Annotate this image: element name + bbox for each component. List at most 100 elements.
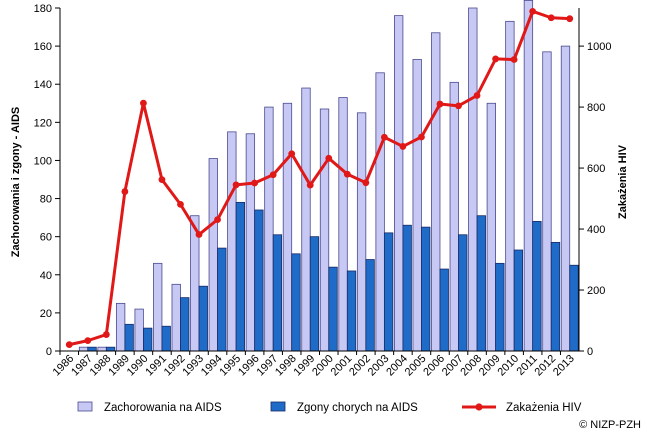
line-layer (65, 7, 574, 348)
bar-zgony-1998 (291, 253, 301, 352)
bar-zgony-1990 (143, 327, 153, 352)
point-zakazenia-1988 (102, 331, 110, 338)
bar-zachorowania-2000 (319, 108, 330, 352)
bar-zgony-1989 (124, 323, 134, 352)
bar-zachorowania-1999 (301, 87, 311, 352)
point-zakazenia-1989 (121, 188, 129, 195)
y-axis-label-left: Zachorowania i zgony - AIDS (10, 107, 22, 258)
point-zakazenia-2001 (343, 170, 351, 178)
point-zakazenia-1994 (214, 216, 221, 223)
bar-zachorowania-1987 (78, 346, 89, 352)
point-zakazenia-2003 (380, 133, 388, 141)
bar-zachorowania-2012 (542, 51, 552, 352)
y-tick-label-right-1000: 1000 (587, 41, 611, 53)
point-zakazenia-2000 (325, 154, 333, 162)
point-zakazenia-1993 (195, 231, 203, 238)
bar-zachorowania-1998 (282, 102, 293, 352)
bar-zachorowania-1992 (171, 283, 181, 352)
bar-zachorowania-2005 (412, 59, 422, 352)
bar-zachorowania-2003 (375, 72, 385, 352)
point-zakazenia-1992 (177, 200, 184, 208)
y-tick-label-right-0: 0 (587, 346, 593, 358)
point-zakazenia-1991 (158, 176, 166, 184)
bars-layer (78, 0, 579, 352)
point-zakazenia-2008 (473, 92, 481, 99)
point-zakazenia-2002 (362, 179, 370, 187)
credit-text: © NIZP-PZH (579, 419, 641, 431)
point-zakazenia-2004 (399, 143, 407, 150)
bar-zachorowania-2013 (560, 45, 571, 352)
bar-zgony-2011 (532, 221, 542, 352)
bar-zachorowania-2004 (394, 15, 404, 352)
bar-zachorowania-2002 (356, 112, 367, 352)
bar-zgony-2009 (495, 262, 505, 352)
bar-zachorowania-2006 (431, 32, 441, 352)
y-tick-label-left-120: 120 (34, 117, 52, 129)
point-zakazenia-2013 (566, 15, 574, 23)
legend-label-zakazenia: Zakażenia HIV (506, 402, 582, 414)
y-tick-label-left-40: 40 (40, 270, 52, 282)
bar-zachorowania-2010 (505, 20, 515, 352)
legend-label-zgony: Zgony chorych na AIDS (297, 402, 418, 414)
y-tick-label-left-180: 180 (34, 3, 52, 15)
bar-zgony-2012 (550, 241, 561, 352)
legend: Zachorowania na AIDS Zgony chorych na AI… (77, 401, 582, 414)
y-tick-label-left-20: 20 (40, 308, 52, 320)
bar-zgony-2000 (328, 266, 338, 352)
point-zakazenia-1987 (84, 337, 92, 345)
bar-zachorowania-1991 (153, 262, 163, 352)
point-zakazenia-1986 (65, 341, 73, 348)
point-zakazenia-1996 (251, 179, 259, 187)
bar-zgony-1988 (105, 346, 116, 352)
x-tick-label-2013: 2013 (551, 353, 577, 379)
point-zakazenia-2011 (529, 7, 537, 15)
point-zakazenia-2007 (455, 102, 462, 110)
point-zakazenia-2012 (547, 14, 555, 22)
bar-zgony-2001 (346, 270, 357, 352)
bar-zachorowania-1995 (227, 131, 237, 352)
legend-swatch-zachorowania (77, 401, 93, 412)
bar-zachorowania-1988 (97, 346, 107, 352)
point-zakazenia-1995 (232, 181, 240, 189)
bar-zachorowania-1997 (264, 106, 274, 352)
point-zakazenia-2006 (436, 100, 444, 108)
bar-zgony-1999 (309, 236, 320, 352)
bar-zgony-2006 (439, 268, 449, 352)
bar-zgony-2008 (476, 215, 486, 352)
bar-zgony-2013 (569, 264, 579, 352)
y-tick-label-right-600: 600 (587, 163, 605, 175)
y-tick-label-left-0: 0 (46, 346, 52, 358)
legend-label-zachorowania: Zachorowania na AIDS (104, 402, 222, 414)
bar-zachorowania-2009 (486, 102, 496, 352)
y-tick-label-left-140: 140 (34, 79, 52, 91)
y-tick-label-left-80: 80 (40, 194, 52, 206)
bar-zgony-2010 (513, 249, 524, 352)
bar-zachorowania-2008 (468, 7, 478, 352)
bar-zachorowania-2001 (338, 97, 348, 352)
bar-zgony-2003 (383, 232, 394, 352)
bar-zgony-1997 (272, 234, 283, 352)
y-tick-label-right-200: 200 (587, 285, 605, 297)
legend-marker-zakazenia (475, 403, 483, 411)
bar-zgony-2005 (421, 226, 431, 352)
y-tick-label-left-160: 160 (34, 41, 52, 53)
y-tick-label-right-800: 800 (587, 102, 605, 114)
bar-zachorowania-1994 (208, 158, 218, 352)
bar-zgony-1994 (217, 247, 227, 352)
point-zakazenia-2005 (418, 133, 425, 141)
bar-zachorowania-2011 (523, 0, 534, 352)
point-zakazenia-2009 (492, 55, 499, 63)
legend-swatch-zgony (270, 401, 286, 412)
bar-zachorowania-1990 (134, 308, 144, 352)
y-axis-label-right: Zakażenia HIV (617, 144, 629, 219)
point-zakazenia-1990 (140, 99, 147, 107)
bar-zgony-1996 (254, 209, 264, 352)
y-tick-label-left-100: 100 (34, 155, 52, 167)
y-tick-label-left-60: 60 (40, 232, 52, 244)
bar-zgony-1987 (87, 346, 97, 352)
bar-zgony-2007 (458, 234, 468, 352)
bar-zgony-2002 (365, 259, 375, 352)
point-zakazenia-1997 (269, 171, 277, 179)
